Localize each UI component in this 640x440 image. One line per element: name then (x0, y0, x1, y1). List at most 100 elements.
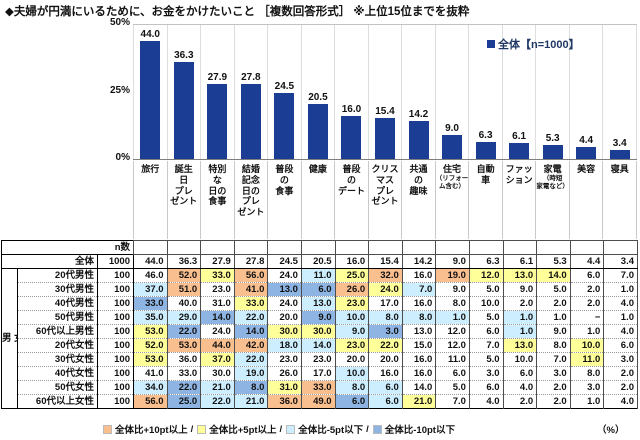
data-cell: 5.0 (435, 380, 470, 395)
data-cell: 12.0 (435, 338, 470, 353)
data-cell: 9.0 (435, 282, 470, 297)
key-swatch-icon (286, 424, 296, 434)
data-cell: 27.8 (233, 254, 269, 269)
data-cell: 33.0 (300, 380, 336, 395)
category-label: 自動 車 (476, 164, 495, 185)
row-label: 60代以上男性 (17, 324, 98, 339)
bar-value-label: 20.5 (308, 92, 328, 103)
data-cell: 19.0 (233, 366, 269, 381)
data-cell: 30.0 (267, 324, 302, 339)
table-row: 全体 1000 44.0 36.3 27.9 27.8 24.5 20.5 16.0 15.4 14… (1, 254, 638, 269)
data-cell: 9.0 (300, 310, 336, 325)
chart-column: 36.3 (168, 25, 202, 159)
n-cell: 100 (97, 282, 134, 297)
table-row: 30代男性 100 37.0 51.0 23.0 41.0 13.0 6.0 26.0 24.0 7… (2, 282, 638, 297)
data-cell: 25.0 (166, 394, 202, 409)
data-cell: 4.0 (603, 296, 638, 311)
data-cell: 13.0 (300, 296, 336, 311)
data-cell: 13.0 (502, 268, 538, 283)
color-key-legend: 全体比+10pt以上 / 全体比+5pt以上 / 全体比-5pt以下 / 全体比-10pt以… (103, 422, 455, 436)
data-cell: 1.0 (502, 324, 538, 339)
bar-value-label: 24.5 (274, 81, 295, 92)
data-cell: 7.0 (468, 338, 504, 353)
bar-value-label: 27.8 (241, 72, 261, 83)
n-cell: 100 (97, 310, 134, 325)
n-cell: 1000 (97, 254, 134, 269)
category-label: クリス マス プレ ゼント (371, 164, 399, 207)
data-cell: 6.0 (300, 282, 336, 297)
row-label: 30代女性 (17, 352, 98, 367)
bar (207, 84, 228, 159)
bar (173, 62, 194, 159)
bar (307, 104, 328, 159)
row-label-total: 全体 (1, 254, 98, 269)
category-label: 共通 の 趣味 (409, 164, 428, 196)
row-label: 30代男性 (17, 282, 98, 297)
category-label: 普段 の デート (337, 164, 365, 196)
data-cell: 25.0 (334, 268, 370, 283)
data-cell: 4.0 (502, 380, 538, 395)
data-cell: 6.0 (569, 268, 605, 283)
data-cell: 4.4 (569, 254, 605, 269)
n-cell: 100 (97, 366, 134, 381)
data-cell: 52.0 (166, 268, 202, 283)
data-cell: 13.0 (401, 324, 437, 339)
data-cell: 10.0 (334, 366, 370, 381)
data-cell: 7.0 (603, 268, 638, 283)
data-cell: 6.0 (334, 394, 370, 409)
data-cell: 16.0 (368, 366, 403, 381)
data-cell: 52.0 (133, 338, 168, 353)
data-cell: 3.0 (468, 366, 504, 381)
bar (341, 116, 362, 159)
data-cell: 24.0 (267, 296, 302, 311)
bar (576, 147, 597, 159)
data-cell: 21.0 (200, 380, 235, 395)
data-cell: 53.0 (133, 324, 168, 339)
chart-column: 4.4 (570, 25, 604, 159)
data-cell: 27.9 (200, 254, 235, 269)
category-cell: 普段 の 食事 (268, 161, 302, 239)
data-cell: 31.0 (200, 296, 235, 311)
chart-column: 9.0 (436, 25, 470, 159)
legend-swatch-icon (487, 40, 495, 48)
header-cell (502, 240, 538, 255)
data-cell: 40.0 (166, 296, 202, 311)
header-cell (200, 240, 235, 255)
data-cell: 10.0 (569, 338, 605, 353)
data-cell: 7.0 (435, 394, 470, 409)
data-cell: 36.0 (267, 394, 302, 409)
table-row: 60代以上男性 100 53.0 22.0 24.0 14.0 30.0 30.0 9.0 3.0… (2, 324, 638, 339)
chart-column: 20.5 (302, 25, 336, 159)
data-cell: 42.0 (233, 338, 269, 353)
chart-legend: 全体【n=1000】 (487, 36, 580, 52)
data-cell: 3.0 (603, 352, 638, 367)
table-row: 30代女性 100 53.0 36.0 37.0 22.0 23.0 23.0 20.0 20.0… (2, 352, 638, 367)
data-cell: 8.0 (536, 338, 571, 353)
data-cell: 2.0 (603, 380, 638, 395)
chart-column: 27.9 (201, 25, 235, 159)
category-label: 健康 (308, 164, 327, 174)
data-cell: 18.0 (267, 338, 302, 353)
data-cell: 3.4 (603, 254, 638, 269)
key-swatch-icon (197, 424, 207, 434)
data-cell: 22.0 (368, 338, 403, 353)
header-cell (569, 240, 605, 255)
category-cell: 家電 （時短 家電など） (536, 161, 570, 239)
data-cell: 29.0 (166, 310, 202, 325)
data-cell: 23.0 (200, 282, 235, 297)
category-label: 誕生 日 プレ ゼント (170, 164, 198, 207)
data-cell: 16.0 (401, 296, 437, 311)
bar (240, 84, 261, 159)
data-cell: 1.0 (536, 310, 571, 325)
data-cell: 9.0 (536, 324, 571, 339)
data-cell: 20.5 (300, 254, 336, 269)
table-header-row: n数 (2, 240, 638, 255)
n-cell: 100 (97, 380, 134, 395)
data-cell: 10.0 (468, 296, 504, 311)
data-cell: 20.0 (368, 352, 403, 367)
category-cell: 寝具 (603, 161, 637, 239)
bar (442, 135, 463, 159)
data-cell: 34.0 (133, 380, 168, 395)
data-cell: 32.0 (368, 268, 403, 283)
